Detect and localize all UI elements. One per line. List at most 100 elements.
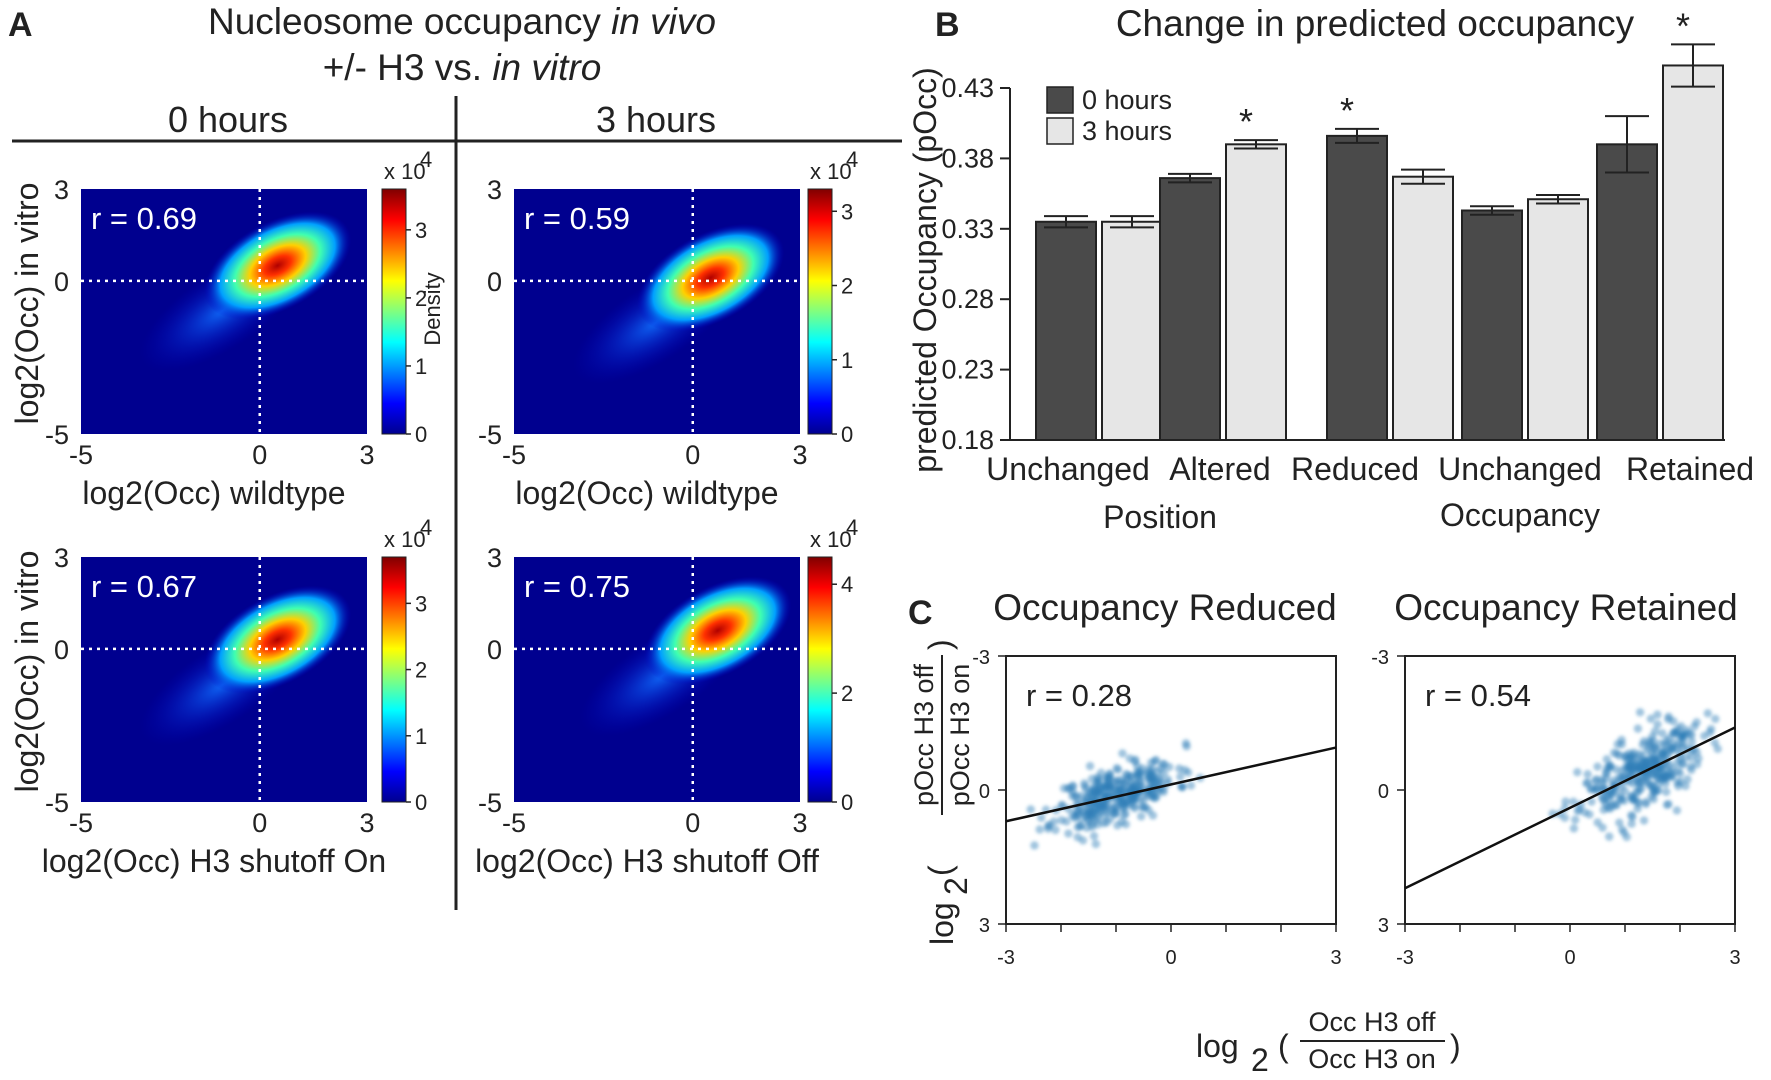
scatter-ylabel-den: pOcc H3 on [945,664,975,807]
heatmap-y-tick-label: -5 [478,420,502,450]
heatmap-y-tick-label: -5 [45,420,69,450]
colorbar-exponent: x 10 [810,527,852,552]
bar-2-1 [1392,175,1454,441]
scatter-point [1687,765,1696,775]
scatter-point [1087,792,1096,802]
scatter-point [1176,772,1185,782]
heatmap-y-tick-label: 0 [487,635,502,665]
heatmap-y-tick-label: 0 [54,635,69,665]
scatter-point [1091,805,1101,815]
legend-label-0h: 0 hours [1082,85,1172,115]
panel-c: C Occupancy Reduced Occupancy Retained r… [908,587,1741,1078]
heatmap-x-tick-label: -5 [502,808,526,838]
colorbar [381,556,407,803]
heatmap-y-tick-label: -5 [478,788,502,818]
heatmap-xlabel: log2(Occ) H3 shutoff Off [475,843,819,879]
panel-b-title: Change in predicted occupancy [1116,3,1635,44]
bar-category-label: Unchanged [986,451,1150,487]
colorbar-tick-label: 2 [841,681,853,706]
scatter-ylabel: log 2 ( pOcc H3 off pOcc H3 on ) [909,639,975,945]
scatter-point [1692,760,1702,769]
scatter-point [1150,756,1159,766]
scatter-point [1073,810,1082,819]
bar-category-label: Unchanged [1438,451,1602,487]
heatmap-x-tick-label: 3 [792,808,807,838]
colorbar-exponent: x 10 [384,527,426,552]
scatter-ylabel-open: ( [922,865,958,876]
significance-star: * [1340,90,1354,131]
heatmap-y-tick-label: 3 [487,175,502,205]
scatter-point [1642,746,1652,755]
bar-0-1 [1101,220,1163,441]
scatter-y-tick-label: 0 [1378,781,1389,803]
scatter-point [1091,839,1101,849]
group-label-position: Position [1103,499,1217,535]
scatter-point [1075,821,1085,831]
panel-a-title-line1: Nucleosome occupancy in vivo [208,1,716,42]
colorbar [807,188,833,435]
scatter-xlabel-sub: 2 [1251,1042,1269,1078]
scatter-point [1186,781,1196,790]
scatter-point [1605,796,1614,805]
col-header-3h: 3 hours [596,99,716,140]
scatter-point [1627,819,1636,828]
scatter-point [1586,784,1596,794]
scatter-point [1665,767,1674,777]
scatter-point [1687,737,1697,746]
scatter-point [1651,756,1660,765]
bar-3-0 [1461,209,1523,441]
scatter-point [1646,740,1655,749]
scatter-point [1089,785,1098,794]
scatter-point [1705,728,1714,737]
scatter-xlabel-num: Occ H3 off [1308,1007,1436,1037]
scatter-x-tick-label: -3 [1396,947,1414,969]
bar-legend: 0 hours 3 hours [1046,85,1172,146]
scatter-point [1037,813,1046,823]
colorbar-power: 4 [846,515,858,540]
heatmap-x-tick-label: 3 [359,440,374,470]
scatter-x-tick-label: 0 [1165,947,1176,969]
scatter-point [1182,742,1191,751]
scatter-point [1629,765,1638,775]
scatter-point [1602,755,1612,764]
scatter-point [1617,735,1626,745]
scatter-1: r = 0.54 -3 0 3 3 0 -3 [1371,647,1740,969]
scatter-point [1177,782,1187,791]
colorbar-tick-label: 4 [841,572,853,597]
heatmap-1: r = 0.59 -5 0 3 3 0 -5 log2(Occ) wildtype 3 2 1 0 x … [478,147,858,511]
scatter-point [1664,799,1673,809]
scatter-point [1573,767,1582,777]
scatter-point [1703,709,1713,718]
heatmap-x-tick-label: 0 [252,440,267,470]
bar-y-tick-label: 0.33 [941,214,994,244]
scatter-point [1093,812,1102,821]
fit-line [1005,746,1337,823]
heatmap-density-core [637,223,785,332]
scatter-point [1640,772,1649,781]
scatter-point [1665,734,1674,743]
scatter-point [1057,815,1066,825]
scatter-point [1560,813,1569,822]
scatter-point [1030,841,1039,850]
bar-1-1 [1225,143,1287,441]
scatter-point [1673,724,1683,734]
bar-ylabel: predicted Occupancy (pOcc) [907,67,943,473]
scatter-title-reduced: Occupancy Reduced [993,587,1336,628]
scatter-point [1134,769,1144,778]
scatter-point [1118,749,1127,758]
scatter-point [1593,762,1602,771]
bar-4-1 [1662,64,1724,442]
scatter-ylabel-sub: 2 [938,877,974,895]
scatter-point [1664,715,1673,724]
bar-category-label: Reduced [1291,451,1419,487]
scatter-point [1593,783,1602,792]
scatter-point [1606,804,1615,813]
panel-a-title-line2: +/- H3 vs. in vitro [323,47,602,88]
scatter-y-tick-label: 3 [1378,915,1389,937]
heatmap-ylabel: log2(Occ) in vitro [9,183,45,425]
significance-star: * [1676,5,1690,46]
scatter-point [1599,805,1608,815]
bar-1-0 [1159,177,1221,441]
scatter-r-label: r = 0.28 [1026,678,1132,713]
scatter-point [1646,714,1656,724]
